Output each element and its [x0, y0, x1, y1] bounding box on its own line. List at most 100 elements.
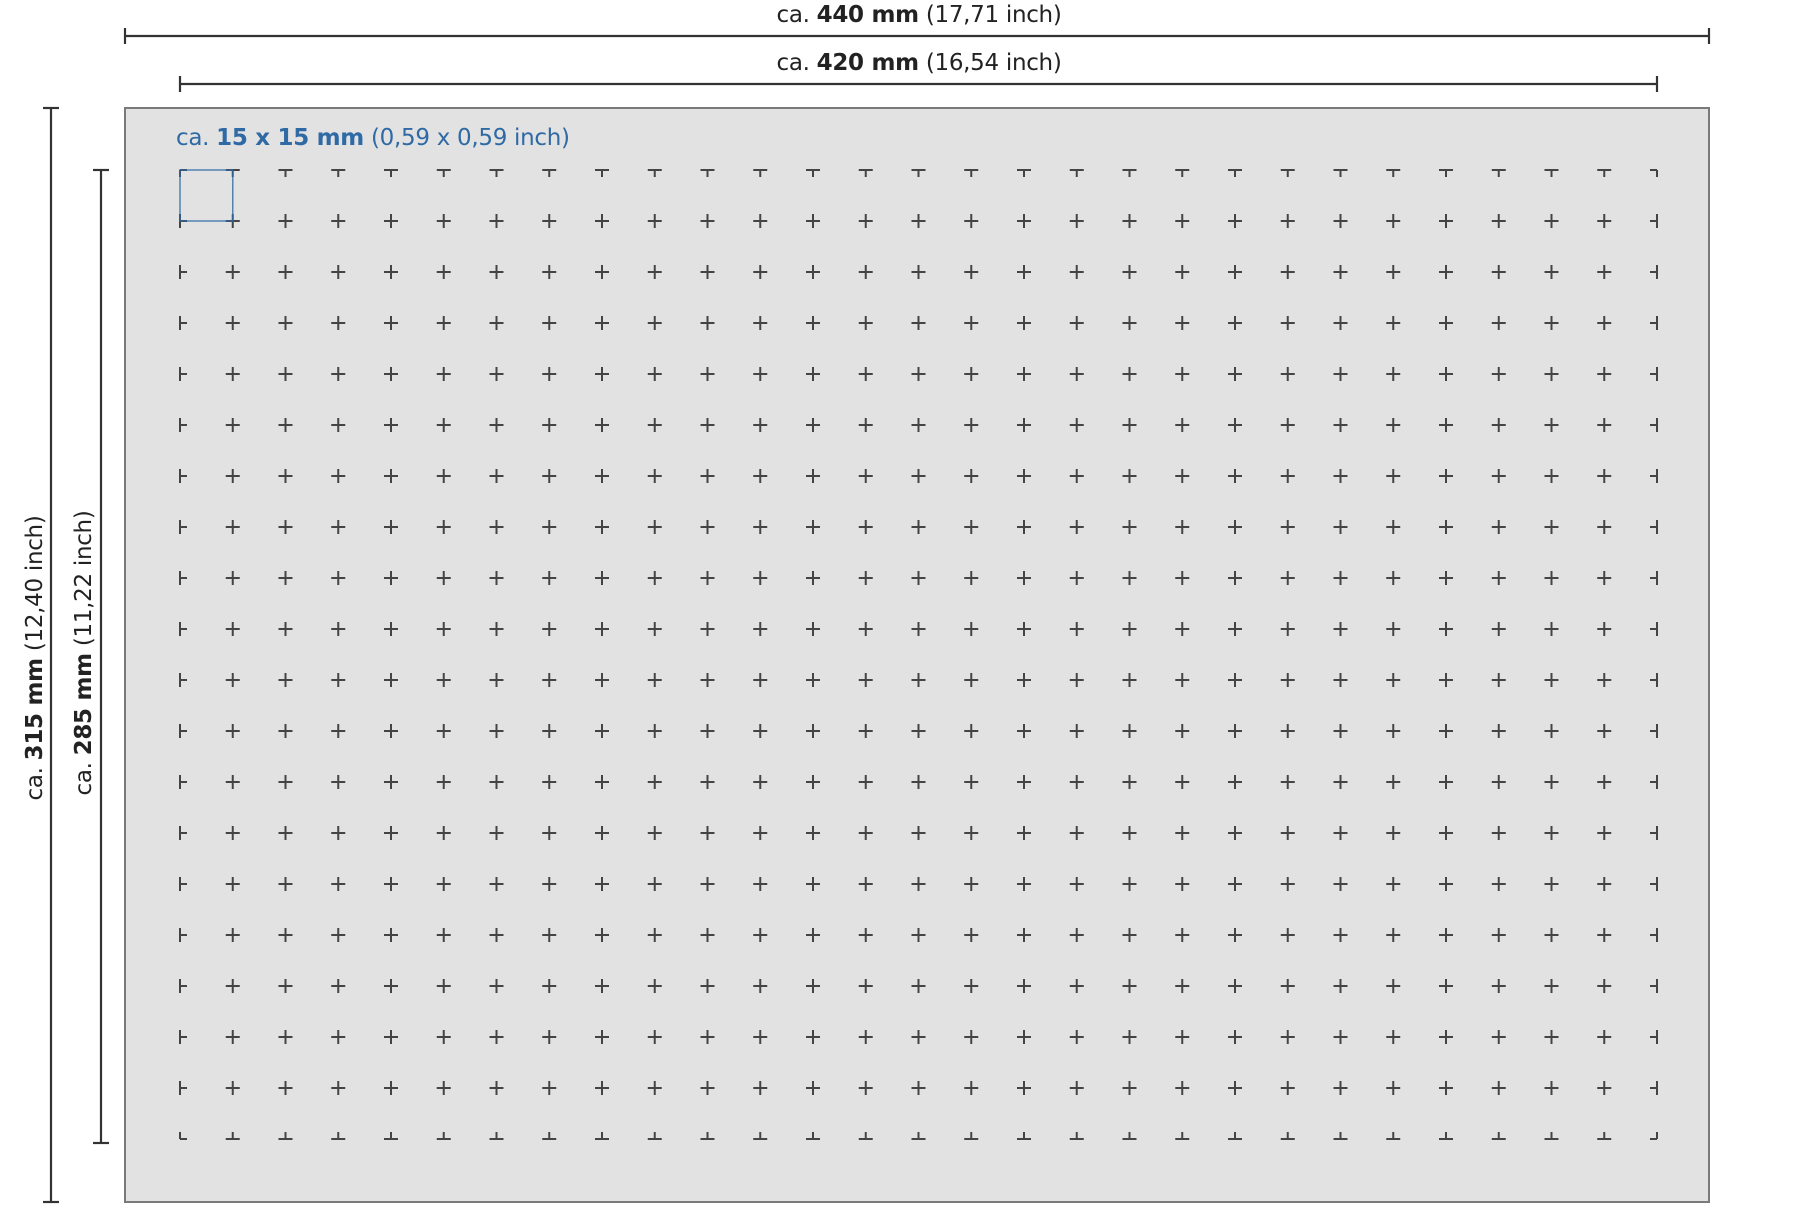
- grid-marks: [179, 169, 1658, 1140]
- grid-cross-mark: [436, 1081, 451, 1095]
- grid-cross-mark: [1491, 1030, 1506, 1044]
- grid-cross-mark: [1386, 520, 1401, 534]
- grid-cross-mark: [595, 1081, 609, 1095]
- grid-cross-mark: [331, 826, 346, 840]
- grid-cross-mark: [1386, 622, 1401, 636]
- grid-cross-mark: [1333, 265, 1348, 279]
- grid-cross-mark: [1491, 367, 1506, 381]
- grid-cross-mark: [1069, 214, 1084, 228]
- grid-cross-mark: [647, 214, 662, 228]
- grid-cross-mark: [1069, 877, 1084, 891]
- grid-cross-mark: [489, 877, 504, 891]
- grid-cross-mark: [436, 418, 451, 432]
- grid-cross-mark: [225, 571, 240, 585]
- grid-cross-mark: [964, 775, 979, 789]
- grid-cross-mark: [542, 673, 557, 687]
- grid-cross-mark: [1491, 1132, 1506, 1140]
- grid-cross-mark: [225, 622, 240, 636]
- grid-cross-mark: [1333, 775, 1348, 789]
- grid-cross-mark: [542, 928, 557, 942]
- grid-cross-mark: [700, 724, 715, 738]
- inner-height-dimension-line: [93, 168, 109, 1145]
- grid-cross-mark: [964, 1030, 979, 1044]
- grid-cross-mark: [1491, 724, 1506, 738]
- grid-cross-mark: [1491, 979, 1506, 993]
- grid-cross-mark: [1228, 469, 1242, 483]
- grid-cross-mark: [1386, 673, 1401, 687]
- grid-cross-mark: [225, 775, 240, 789]
- grid-cross-mark: [1439, 775, 1453, 789]
- grid-cross-mark: [911, 775, 926, 789]
- grid-cross-mark: [384, 469, 398, 483]
- grid-cross-mark: [1333, 571, 1348, 585]
- grid-cross-mark: [595, 1132, 609, 1140]
- grid-cross-mark: [647, 622, 662, 636]
- grid-cross-mark: [1122, 928, 1137, 942]
- grid-cross-mark: [595, 622, 609, 636]
- grid-cross-mark: [806, 928, 820, 942]
- grid-cross-mark: [1069, 622, 1084, 636]
- grid-cross-mark: [753, 622, 768, 636]
- grid-cross-mark: [1491, 928, 1506, 942]
- grid-cross-mark: [384, 169, 398, 177]
- grid-cross-mark: [595, 673, 609, 687]
- grid-cross-mark: [1228, 928, 1242, 942]
- grid-cross-mark: [179, 367, 187, 381]
- grid-cross-mark: [1280, 571, 1295, 585]
- grid-cross-mark: [278, 1132, 293, 1140]
- grid-cross-mark: [964, 265, 979, 279]
- grid-cross-mark: [489, 1132, 504, 1140]
- grid-cross-mark: [753, 469, 768, 483]
- grid-cross-mark: [384, 571, 398, 585]
- grid-cross-mark: [595, 418, 609, 432]
- grid-cross-mark: [542, 214, 557, 228]
- grid-cross-mark: [1333, 418, 1348, 432]
- grid-cross-mark: [700, 979, 715, 993]
- mat-panel: [124, 107, 1710, 1203]
- grid-cross-mark: [1017, 826, 1031, 840]
- grid-cross-mark: [436, 724, 451, 738]
- grid-cross-mark: [331, 169, 346, 177]
- inner-width-label: ca. 420 mm (16,54 inch): [776, 50, 1061, 76]
- grid-cross-mark: [1386, 469, 1401, 483]
- grid-cross-mark: [1280, 622, 1295, 636]
- grid-cross-mark: [1122, 418, 1137, 432]
- grid-cross-mark: [1017, 673, 1031, 687]
- grid-cross-mark: [1439, 622, 1453, 636]
- grid-cross-mark: [489, 1030, 504, 1044]
- grid-cross-mark: [1333, 724, 1348, 738]
- grid-cross-mark: [1439, 571, 1453, 585]
- grid-cross-mark: [331, 724, 346, 738]
- grid-cross-mark: [278, 1030, 293, 1044]
- grid-cross-mark: [384, 265, 398, 279]
- grid-cross-mark: [278, 826, 293, 840]
- grid-cross-mark: [1017, 775, 1031, 789]
- grid-cross-mark: [436, 928, 451, 942]
- grid-cross-mark: [806, 469, 820, 483]
- grid-cross-mark: [331, 979, 346, 993]
- grid-cross-mark: [489, 469, 504, 483]
- grid-cross-mark: [489, 316, 504, 330]
- grid-cross-mark: [331, 877, 346, 891]
- grid-cross-mark: [753, 1132, 768, 1140]
- grid-cross-mark: [331, 1081, 346, 1095]
- grid-cross-mark: [647, 169, 662, 177]
- grid-cross-mark: [1439, 826, 1453, 840]
- grid-cross-mark: [858, 724, 873, 738]
- grid-cross-mark: [1069, 724, 1084, 738]
- grid-cross-mark: [700, 367, 715, 381]
- grid-cross-mark: [911, 265, 926, 279]
- grid-cross-mark: [858, 316, 873, 330]
- grid-cross-mark: [1491, 418, 1506, 432]
- grid-cross-mark: [179, 724, 187, 738]
- grid-cross-mark: [964, 520, 979, 534]
- grid-cross-mark: [595, 316, 609, 330]
- grid-cross-mark: [1122, 214, 1137, 228]
- grid-cross-mark: [1439, 214, 1453, 228]
- grid-cross-mark: [911, 469, 926, 483]
- grid-cross-mark: [1544, 724, 1559, 738]
- grid-cross-mark: [542, 265, 557, 279]
- grid-cross-mark: [700, 169, 715, 177]
- grid-cross-mark: [225, 1081, 240, 1095]
- grid-cross-mark: [1386, 571, 1401, 585]
